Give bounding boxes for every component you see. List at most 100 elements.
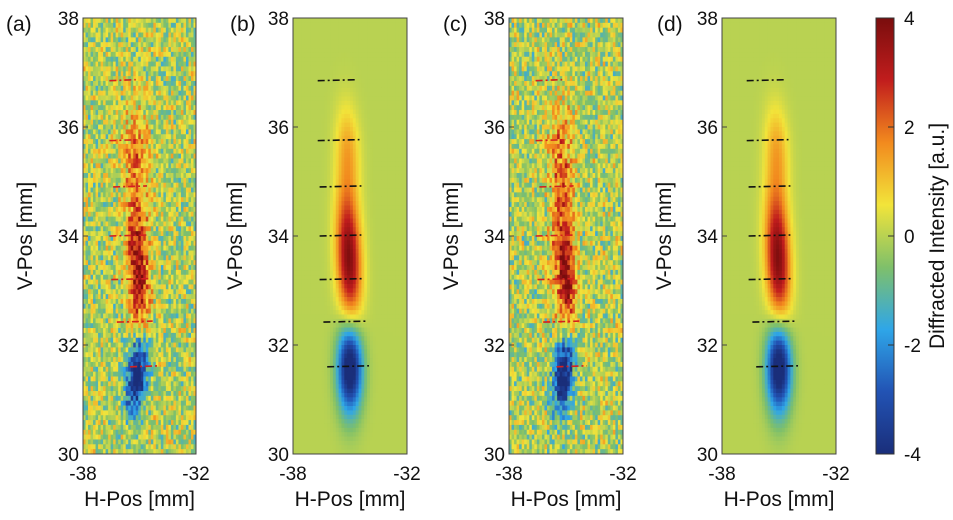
heatmap-cell (158, 294, 162, 300)
heatmap-cell (140, 260, 144, 266)
heatmap-cell (158, 226, 162, 232)
heatmap-cell (384, 35, 388, 41)
heatmap-cell (140, 76, 144, 82)
heatmap-cell (103, 361, 106, 368)
heatmap-cell (173, 221, 177, 227)
heatmap-cell (188, 173, 192, 179)
heatmap-cell (304, 35, 308, 41)
heatmap-cell (378, 100, 382, 106)
heatmap-cell (364, 105, 368, 110)
heatmap-cell (90, 66, 94, 72)
heatmap-cell (153, 347, 157, 353)
heatmap-cell (143, 158, 147, 164)
heatmap-cell (160, 163, 164, 169)
heatmap-cell (183, 391, 187, 397)
heatmap-cell (190, 206, 194, 213)
heatmap-cell (143, 429, 147, 436)
heatmap-cell (330, 61, 334, 67)
heatmap-cell (118, 221, 122, 227)
heatmap-cell (103, 405, 106, 411)
heatmap-cell (85, 410, 89, 416)
heatmap-cell (145, 80, 149, 87)
heatmap-cell (185, 361, 189, 368)
heatmap-cell (103, 400, 106, 406)
heatmap-cell (95, 405, 99, 411)
heatmap-cell (105, 439, 109, 445)
heatmap-cell (138, 95, 142, 101)
heatmap-cell (143, 376, 147, 382)
heatmap-cell (190, 216, 194, 222)
heatmap-cell (318, 96, 322, 102)
heatmap-cell (352, 61, 357, 67)
heatmap-cell (173, 51, 177, 58)
heatmap-cell (130, 245, 134, 251)
heatmap-cell (347, 48, 351, 54)
heatmap-cell (310, 22, 314, 28)
heatmap-cell (170, 347, 174, 353)
heatmap-cell (153, 51, 157, 58)
heatmap-cell (88, 420, 91, 426)
heatmap-cell (115, 371, 119, 377)
heatmap-cell (401, 70, 405, 76)
heatmap-cell (138, 134, 142, 140)
heatmap-cell (358, 26, 362, 32)
heatmap-cell (183, 129, 187, 135)
heatmap-cell (160, 429, 164, 436)
heatmap-cell (123, 114, 127, 121)
heatmap-cell (105, 303, 109, 310)
heatmap-cell (173, 182, 177, 188)
heatmap-cell (93, 197, 96, 203)
heatmap-cell (90, 279, 94, 285)
heatmap-cell (401, 22, 405, 28)
heatmap-cell (115, 357, 119, 363)
heatmap-cell (193, 211, 196, 218)
heatmap-cell (143, 211, 147, 218)
heatmap-cell (163, 95, 167, 101)
heatmap-cell (318, 52, 322, 58)
heatmap-cell (125, 182, 129, 188)
heatmap-cell (135, 47, 139, 53)
heatmap-cell (175, 177, 179, 184)
heatmap-cell (367, 70, 371, 76)
heatmap-cell (88, 100, 91, 106)
heatmap-cell (165, 420, 169, 426)
heatmap-cell (355, 100, 359, 106)
heatmap-cell (168, 308, 172, 314)
heatmap-cell (95, 42, 99, 48)
heatmap-cell (113, 424, 117, 431)
heatmap-cell (160, 71, 164, 77)
heatmap-cell (140, 37, 144, 43)
heatmap-cell (115, 139, 119, 145)
heatmap-cell (133, 173, 137, 179)
heatmap-cell (392, 96, 396, 102)
heatmap-cell (389, 109, 394, 115)
heatmap-cell (98, 245, 101, 251)
heatmap-cell (128, 444, 132, 450)
heatmap-cell (183, 134, 187, 140)
heatmap-cell (125, 105, 129, 111)
heatmap-cell (90, 139, 94, 145)
heatmap-cell (148, 240, 152, 247)
heatmap-cell (110, 148, 114, 155)
heatmap-cell (115, 22, 119, 29)
heatmap-cell (165, 153, 169, 159)
heatmap-cell (110, 206, 114, 213)
heatmap-cell (148, 424, 152, 431)
heatmap-cell (103, 47, 106, 53)
heatmap-cell (170, 85, 174, 92)
heatmap-cell (140, 376, 144, 382)
heatmap-cell (115, 308, 119, 314)
heatmap-cell (85, 22, 89, 29)
heatmap-cell (155, 47, 159, 53)
heatmap-cell (100, 66, 104, 72)
heatmap-cell (110, 429, 114, 436)
heatmap-cell (173, 168, 177, 174)
heatmap-cell (130, 80, 134, 87)
heatmap-cell (120, 255, 124, 261)
heatmap-cell (148, 429, 152, 436)
heatmap-cell (83, 139, 86, 145)
heatmap-cell (324, 79, 328, 84)
heatmap-cell (108, 274, 112, 280)
heatmap-cell (395, 70, 399, 76)
heatmap-cell (398, 61, 402, 67)
